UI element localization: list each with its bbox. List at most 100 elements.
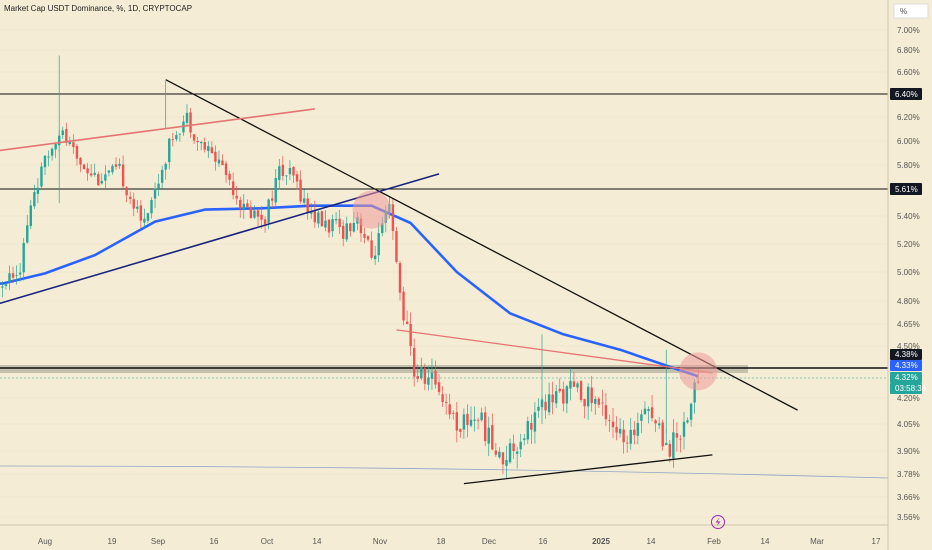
candle[interactable] bbox=[260, 205, 263, 229]
candle[interactable] bbox=[427, 365, 430, 391]
candle[interactable] bbox=[61, 126, 64, 139]
candle[interactable] bbox=[537, 398, 540, 418]
candle[interactable] bbox=[4, 283, 8, 290]
candle[interactable] bbox=[345, 216, 348, 242]
candle[interactable] bbox=[40, 162, 43, 191]
candle[interactable] bbox=[334, 212, 338, 225]
candle[interactable] bbox=[196, 137, 199, 151]
candle[interactable] bbox=[160, 165, 164, 189]
candle[interactable] bbox=[452, 410, 455, 420]
candle[interactable] bbox=[8, 265, 11, 291]
candle[interactable] bbox=[33, 184, 36, 209]
candle[interactable] bbox=[125, 186, 128, 202]
candle[interactable] bbox=[331, 214, 334, 238]
candle[interactable] bbox=[150, 197, 153, 219]
candle[interactable] bbox=[366, 235, 370, 242]
candle[interactable] bbox=[689, 402, 693, 427]
candle[interactable] bbox=[373, 245, 377, 265]
candle[interactable] bbox=[178, 133, 182, 142]
candle[interactable] bbox=[594, 396, 597, 415]
candle[interactable] bbox=[295, 170, 299, 190]
candle[interactable] bbox=[487, 416, 490, 456]
candle[interactable] bbox=[597, 396, 600, 408]
candle[interactable] bbox=[526, 416, 529, 444]
candle[interactable] bbox=[459, 428, 462, 438]
unit-button[interactable] bbox=[893, 3, 929, 19]
candle[interactable] bbox=[36, 177, 40, 204]
candle[interactable] bbox=[285, 175, 288, 186]
candle[interactable] bbox=[93, 163, 96, 177]
candle[interactable] bbox=[189, 108, 192, 138]
candle[interactable] bbox=[476, 417, 480, 430]
candle[interactable] bbox=[111, 163, 114, 175]
candle[interactable] bbox=[377, 222, 380, 263]
candle[interactable] bbox=[342, 220, 345, 247]
candle[interactable] bbox=[114, 157, 118, 170]
candle[interactable] bbox=[512, 434, 515, 459]
candle[interactable] bbox=[15, 265, 18, 285]
candle[interactable] bbox=[547, 382, 551, 416]
candle[interactable] bbox=[235, 185, 238, 205]
candle[interactable] bbox=[562, 381, 565, 412]
candle[interactable] bbox=[228, 170, 231, 186]
candle[interactable] bbox=[505, 445, 508, 479]
candle[interactable] bbox=[278, 158, 281, 190]
candle[interactable] bbox=[192, 134, 196, 144]
candle[interactable] bbox=[292, 166, 295, 183]
candle[interactable] bbox=[153, 182, 157, 209]
candle[interactable] bbox=[171, 132, 174, 147]
candle[interactable] bbox=[466, 404, 469, 438]
candle[interactable] bbox=[164, 162, 167, 180]
candle[interactable] bbox=[26, 215, 29, 244]
candle[interactable] bbox=[22, 237, 25, 281]
candle[interactable] bbox=[661, 419, 664, 451]
candle[interactable] bbox=[89, 164, 93, 178]
candle[interactable] bbox=[86, 163, 89, 181]
candle[interactable] bbox=[530, 414, 533, 445]
candle[interactable] bbox=[494, 442, 498, 457]
candle[interactable] bbox=[640, 409, 643, 434]
candle[interactable] bbox=[395, 226, 398, 264]
candle[interactable] bbox=[246, 199, 249, 208]
candle[interactable] bbox=[288, 160, 292, 181]
candle[interactable] bbox=[569, 368, 572, 401]
candle[interactable] bbox=[79, 157, 82, 173]
candle[interactable] bbox=[523, 434, 526, 446]
candle[interactable] bbox=[611, 407, 615, 439]
candle[interactable] bbox=[370, 231, 373, 260]
candle[interactable] bbox=[306, 193, 309, 220]
candle[interactable] bbox=[448, 393, 451, 420]
candle[interactable] bbox=[157, 173, 160, 196]
time-axis[interactable]: Aug 19 Sep 16 Oct 14 Nov 18 Dec 16 2025 14 Feb 14 Mar 1… bbox=[38, 537, 881, 546]
candle[interactable] bbox=[618, 418, 622, 438]
candle[interactable] bbox=[402, 286, 405, 326]
candle[interactable] bbox=[104, 165, 107, 188]
candle[interactable] bbox=[317, 210, 320, 228]
candle[interactable] bbox=[469, 406, 473, 428]
candle[interactable] bbox=[107, 170, 111, 177]
candle[interactable] bbox=[11, 266, 15, 283]
candle[interactable] bbox=[444, 393, 448, 415]
candle[interactable] bbox=[558, 378, 561, 393]
candle[interactable] bbox=[327, 218, 331, 238]
candle[interactable] bbox=[281, 155, 285, 181]
candle[interactable] bbox=[583, 398, 586, 419]
candle[interactable] bbox=[608, 414, 611, 433]
candle[interactable] bbox=[129, 191, 132, 205]
candle[interactable] bbox=[168, 138, 171, 170]
candle[interactable] bbox=[633, 420, 636, 445]
candle[interactable] bbox=[657, 416, 661, 429]
candle[interactable] bbox=[210, 141, 214, 154]
candle[interactable] bbox=[405, 310, 409, 325]
candle[interactable] bbox=[654, 418, 657, 433]
candle[interactable] bbox=[647, 406, 650, 424]
candle[interactable] bbox=[484, 406, 487, 447]
candle[interactable] bbox=[480, 407, 483, 422]
candle[interactable] bbox=[118, 158, 121, 169]
candle[interactable] bbox=[97, 171, 100, 187]
candle[interactable] bbox=[320, 210, 324, 227]
candle[interactable] bbox=[349, 222, 352, 237]
candle[interactable] bbox=[391, 198, 395, 241]
candle[interactable] bbox=[555, 385, 558, 408]
